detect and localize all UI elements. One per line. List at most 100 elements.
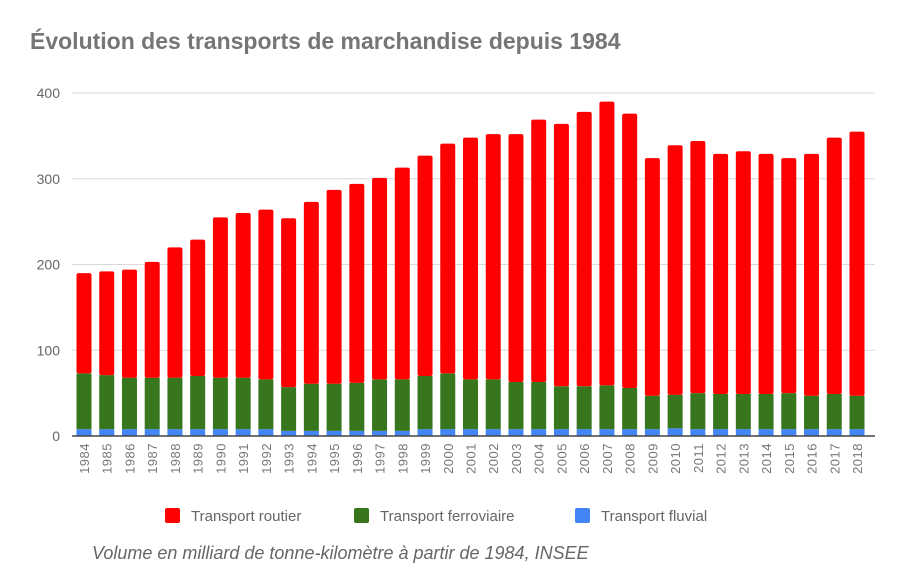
bar-segment-transport-routier bbox=[485, 134, 501, 380]
x-tick-label: 2008 bbox=[623, 443, 638, 474]
bar-segment-transport-routier bbox=[690, 141, 706, 394]
x-tick-label: 1998 bbox=[395, 443, 410, 474]
bar-segment-transport-ferroviaire bbox=[349, 382, 365, 431]
bar-segment-transport-ferroviaire bbox=[212, 377, 228, 430]
bar-segment-transport-routier bbox=[667, 145, 683, 395]
chart-title: Évolution des transports de marchandise … bbox=[30, 28, 621, 54]
bar-segment-transport-ferroviaire bbox=[622, 387, 638, 430]
legend-label: Transport routier bbox=[191, 508, 301, 525]
bar-segment-transport-routier bbox=[849, 131, 865, 396]
legend-swatch bbox=[575, 508, 590, 523]
bar-segment-transport-routier bbox=[508, 134, 524, 382]
x-tick-label: 2006 bbox=[577, 443, 592, 474]
bar-segment-transport-ferroviaire bbox=[281, 387, 297, 431]
bar-segment-transport-ferroviaire bbox=[690, 393, 706, 430]
bar-segment-transport-routier bbox=[417, 155, 433, 376]
bar-segment-transport-ferroviaire bbox=[190, 375, 206, 430]
x-tick-label: 1994 bbox=[304, 443, 319, 474]
bar-segment-transport-fluvial bbox=[76, 429, 92, 436]
bar-segment-transport-routier bbox=[713, 153, 729, 394]
bar-segment-transport-ferroviaire bbox=[576, 386, 592, 430]
bar-segment-transport-routier bbox=[235, 213, 251, 378]
bar-segment-transport-ferroviaire bbox=[667, 394, 683, 429]
x-tick-label: 1989 bbox=[191, 443, 206, 474]
bar-segment-transport-fluvial bbox=[235, 429, 251, 436]
x-tick-label: 1987 bbox=[145, 443, 160, 474]
bar-segment-transport-ferroviaire bbox=[758, 393, 774, 430]
bar-segment-transport-fluvial bbox=[713, 429, 729, 436]
bar-segment-transport-fluvial bbox=[190, 429, 206, 436]
x-tick-label: 2018 bbox=[850, 443, 865, 474]
x-tick-label: 2012 bbox=[714, 443, 729, 474]
bar-segment-transport-routier bbox=[394, 167, 410, 380]
bar-segment-transport-fluvial bbox=[281, 430, 297, 436]
bar-segment-transport-routier bbox=[599, 101, 615, 386]
x-tick-label: 1984 bbox=[77, 443, 92, 474]
y-tick-label: 100 bbox=[37, 342, 61, 358]
x-tick-label: 1986 bbox=[122, 443, 137, 474]
bar-segment-transport-ferroviaire bbox=[99, 375, 115, 430]
chart-caption: Volume en milliard de tonne-kilomètre à … bbox=[92, 543, 589, 563]
x-tick-label: 1991 bbox=[236, 443, 251, 474]
x-tick-label: 1996 bbox=[350, 443, 365, 474]
bar-segment-transport-routier bbox=[76, 273, 92, 374]
x-tick-label: 2011 bbox=[691, 443, 706, 473]
bar-segment-transport-routier bbox=[531, 119, 547, 382]
bar-segment-transport-routier bbox=[622, 113, 638, 388]
bar-segment-transport-fluvial bbox=[508, 429, 524, 436]
bar-segment-transport-fluvial bbox=[735, 429, 751, 436]
bar-segment-transport-fluvial bbox=[804, 429, 820, 436]
legend-label: Transport fluvial bbox=[601, 508, 707, 525]
x-tick-label: 2003 bbox=[509, 443, 524, 474]
bar-segment-transport-ferroviaire bbox=[326, 383, 342, 431]
bar-segment-transport-fluvial bbox=[599, 429, 615, 436]
bar-segment-transport-fluvial bbox=[326, 430, 342, 436]
x-tick-label: 2000 bbox=[441, 443, 456, 474]
bar-segment-transport-routier bbox=[735, 151, 751, 394]
bar-segment-transport-routier bbox=[826, 137, 842, 394]
bar-segment-transport-fluvial bbox=[622, 429, 638, 436]
bar-segment-transport-ferroviaire bbox=[303, 383, 319, 431]
bar-segment-transport-ferroviaire bbox=[417, 375, 433, 430]
bar-segment-transport-fluvial bbox=[349, 430, 365, 436]
bar-segment-transport-fluvial bbox=[99, 429, 115, 436]
bar-segment-transport-ferroviaire bbox=[553, 386, 569, 430]
x-tick-label: 1993 bbox=[282, 443, 297, 474]
bar-segment-transport-fluvial bbox=[303, 430, 319, 436]
bar-segment-transport-routier bbox=[144, 261, 160, 378]
bar-segment-transport-routier bbox=[326, 189, 342, 384]
bar-segment-transport-ferroviaire bbox=[531, 381, 547, 430]
bar-segment-transport-fluvial bbox=[758, 429, 774, 436]
bar-segment-transport-ferroviaire bbox=[508, 381, 524, 430]
bar-segment-transport-routier bbox=[258, 209, 274, 380]
bar-segment-transport-fluvial bbox=[144, 429, 160, 436]
bar-segment-transport-fluvial bbox=[372, 430, 388, 436]
x-tick-label: 2017 bbox=[827, 443, 842, 474]
bar-segment-transport-fluvial bbox=[485, 429, 501, 436]
legend-swatch bbox=[354, 508, 369, 523]
legend-swatch bbox=[165, 508, 180, 523]
bar-segment-transport-ferroviaire bbox=[258, 379, 274, 430]
bar-segment-transport-routier bbox=[440, 143, 456, 374]
bar-segment-transport-ferroviaire bbox=[463, 379, 478, 430]
y-tick-label: 300 bbox=[37, 171, 61, 187]
x-tick-label: 1999 bbox=[418, 443, 433, 474]
bar-segment-transport-routier bbox=[303, 201, 319, 384]
x-tick-label: 2013 bbox=[736, 443, 751, 474]
bar-segment-transport-routier bbox=[121, 269, 137, 378]
bar-segment-transport-fluvial bbox=[121, 429, 137, 436]
bar-segment-transport-routier bbox=[804, 153, 820, 396]
bar-segment-transport-ferroviaire bbox=[144, 377, 160, 430]
x-tick-label: 2005 bbox=[554, 443, 569, 474]
bar-segment-transport-ferroviaire bbox=[394, 379, 410, 431]
x-tick-label: 1995 bbox=[327, 443, 342, 474]
bar-segment-transport-routier bbox=[463, 137, 478, 380]
x-tick-label: 1997 bbox=[373, 443, 388, 474]
bar-segment-transport-routier bbox=[167, 247, 183, 378]
x-tick-label: 1988 bbox=[168, 443, 183, 474]
bar-segment-transport-routier bbox=[372, 177, 388, 380]
y-tick-label: 400 bbox=[37, 85, 61, 101]
bar-segment-transport-ferroviaire bbox=[235, 377, 251, 430]
bar-segment-transport-fluvial bbox=[440, 429, 456, 436]
